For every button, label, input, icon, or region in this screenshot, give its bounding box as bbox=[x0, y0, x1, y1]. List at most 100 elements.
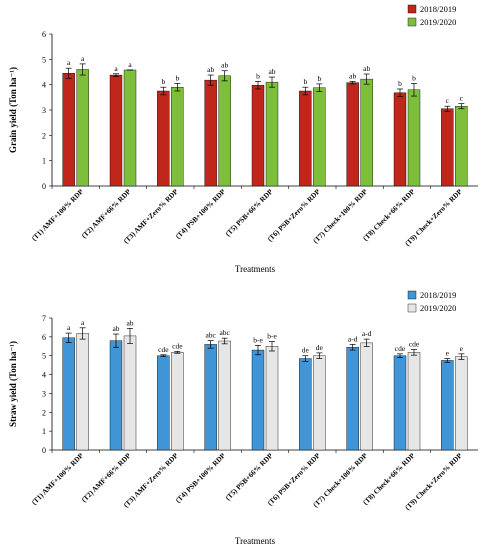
significance-letter: a bbox=[114, 64, 118, 73]
x-tick-label: (T1) AMF+100% RDP bbox=[30, 187, 85, 242]
bar bbox=[204, 344, 217, 451]
significance-letter: de bbox=[316, 343, 324, 352]
bar bbox=[76, 69, 89, 187]
bar bbox=[157, 355, 170, 451]
y-tick-label: 2 bbox=[42, 131, 46, 140]
x-tick-label: (T2) AMF+66% RDP bbox=[80, 187, 133, 240]
y-tick-label: 3 bbox=[42, 106, 46, 115]
significance-letter: a bbox=[81, 318, 85, 327]
significance-letter: a bbox=[128, 60, 132, 69]
significance-letter: de bbox=[302, 346, 310, 355]
bar bbox=[393, 92, 407, 187]
bar bbox=[76, 333, 89, 451]
significance-letter: ab bbox=[221, 61, 228, 70]
significance-letter: b-e bbox=[253, 335, 263, 344]
significance-letter: a bbox=[67, 58, 71, 67]
significance-letter: a bbox=[81, 54, 85, 63]
legend-label: 2018/2019 bbox=[420, 4, 456, 14]
bar bbox=[109, 340, 123, 451]
bar bbox=[299, 358, 312, 451]
significance-letter: ab bbox=[207, 65, 214, 74]
bar bbox=[346, 347, 359, 451]
significance-letter: ab bbox=[349, 71, 356, 80]
x-tick-label: (T4) PSB+100% RDP bbox=[174, 187, 227, 240]
significance-letter: ab bbox=[268, 67, 275, 76]
bar bbox=[393, 355, 407, 451]
significance-letter: b bbox=[412, 73, 416, 82]
significance-letter: b bbox=[303, 77, 307, 86]
x-axis-label: Treatments bbox=[235, 264, 276, 274]
significance-letter: cde bbox=[158, 345, 169, 354]
x-tick-label: (T5) PSB+66% RDP bbox=[224, 451, 275, 502]
bar bbox=[62, 337, 75, 451]
legend-swatch bbox=[407, 303, 417, 313]
significance-letter: b-e bbox=[267, 332, 277, 341]
chart-1: 0 1 2 3 4 5 6 Grain yield (Ton ha⁻¹) Treatments a… bbox=[8, 4, 478, 274]
bar bbox=[441, 360, 454, 451]
bar bbox=[360, 78, 373, 187]
y-axis-label: Straw yield (Ton ha⁻¹) bbox=[8, 341, 18, 427]
bar bbox=[123, 335, 137, 451]
significance-letter: cde bbox=[172, 341, 183, 350]
bar bbox=[360, 342, 373, 451]
significance-letter: e bbox=[460, 344, 464, 353]
bar bbox=[265, 81, 279, 187]
y-tick-label: 2 bbox=[42, 408, 46, 417]
x-tick-label: (T6) PSB+Zero% RDP bbox=[266, 451, 322, 507]
x-tick-label: (T8) Check+66% RDP bbox=[362, 187, 417, 242]
y-tick-label: 4 bbox=[42, 371, 46, 380]
bar bbox=[251, 84, 265, 187]
bar bbox=[157, 90, 170, 187]
bar bbox=[455, 105, 468, 187]
significance-letter: abc bbox=[205, 331, 216, 340]
x-tick-label: (T3) AMF+Zero% RDP bbox=[122, 451, 180, 509]
y-tick-label: 6 bbox=[42, 333, 46, 342]
legend-swatch bbox=[407, 4, 417, 14]
bar bbox=[62, 73, 75, 187]
bar bbox=[299, 90, 312, 187]
x-tick-label: (T6) PSB+Zero% RDP bbox=[266, 187, 322, 243]
significance-letter: a bbox=[67, 323, 71, 332]
significance-letter: ab bbox=[112, 324, 119, 333]
x-tick-label: (T5) PSB+66% RDP bbox=[224, 187, 275, 238]
bar bbox=[251, 349, 265, 451]
significance-letter: cde bbox=[409, 339, 420, 348]
significance-letter: b bbox=[161, 77, 165, 86]
bar bbox=[218, 340, 231, 451]
bar bbox=[171, 86, 184, 187]
significance-letter: c bbox=[446, 96, 450, 105]
y-tick-label: 1 bbox=[42, 427, 46, 436]
significance-letter: b bbox=[175, 73, 179, 82]
legend-label: 2019/2020 bbox=[420, 17, 456, 27]
y-tick-label: 1 bbox=[42, 157, 46, 166]
bar bbox=[407, 352, 421, 451]
bar bbox=[313, 355, 326, 451]
y-axis-label: Grain yield (Ton ha⁻¹) bbox=[8, 67, 18, 153]
x-tick-label: (T8) Check+66% RDP bbox=[362, 451, 417, 506]
y-tick-label: 4 bbox=[42, 81, 46, 90]
bar bbox=[123, 69, 137, 187]
legend-label: 2018/2019 bbox=[420, 290, 456, 300]
bar bbox=[346, 82, 359, 187]
y-tick-label: 7 bbox=[42, 314, 46, 323]
bar bbox=[204, 79, 217, 187]
significance-letter: e bbox=[446, 349, 450, 358]
y-tick-label: 0 bbox=[42, 446, 46, 455]
significance-letter: ab bbox=[363, 64, 370, 73]
x-tick-label: (T1) AMF+100% RDP bbox=[30, 451, 85, 506]
significance-letter: a-d bbox=[348, 334, 358, 343]
y-tick-label: 3 bbox=[42, 389, 46, 398]
x-axis-label: Treatments bbox=[235, 536, 276, 546]
significance-letter: b bbox=[317, 74, 321, 83]
bar bbox=[171, 352, 184, 451]
x-tick-label: (T4) PSB+100% RDP bbox=[174, 451, 227, 504]
bar bbox=[313, 87, 326, 187]
bar bbox=[109, 74, 123, 187]
significance-letter: ab bbox=[126, 318, 133, 327]
legend-swatch bbox=[407, 17, 417, 27]
x-tick-label: (T3) AMF+Zero% RDP bbox=[122, 187, 180, 245]
legend-swatch bbox=[407, 290, 417, 300]
significance-letter: a-d bbox=[362, 329, 372, 338]
significance-letter: abc bbox=[219, 328, 230, 337]
